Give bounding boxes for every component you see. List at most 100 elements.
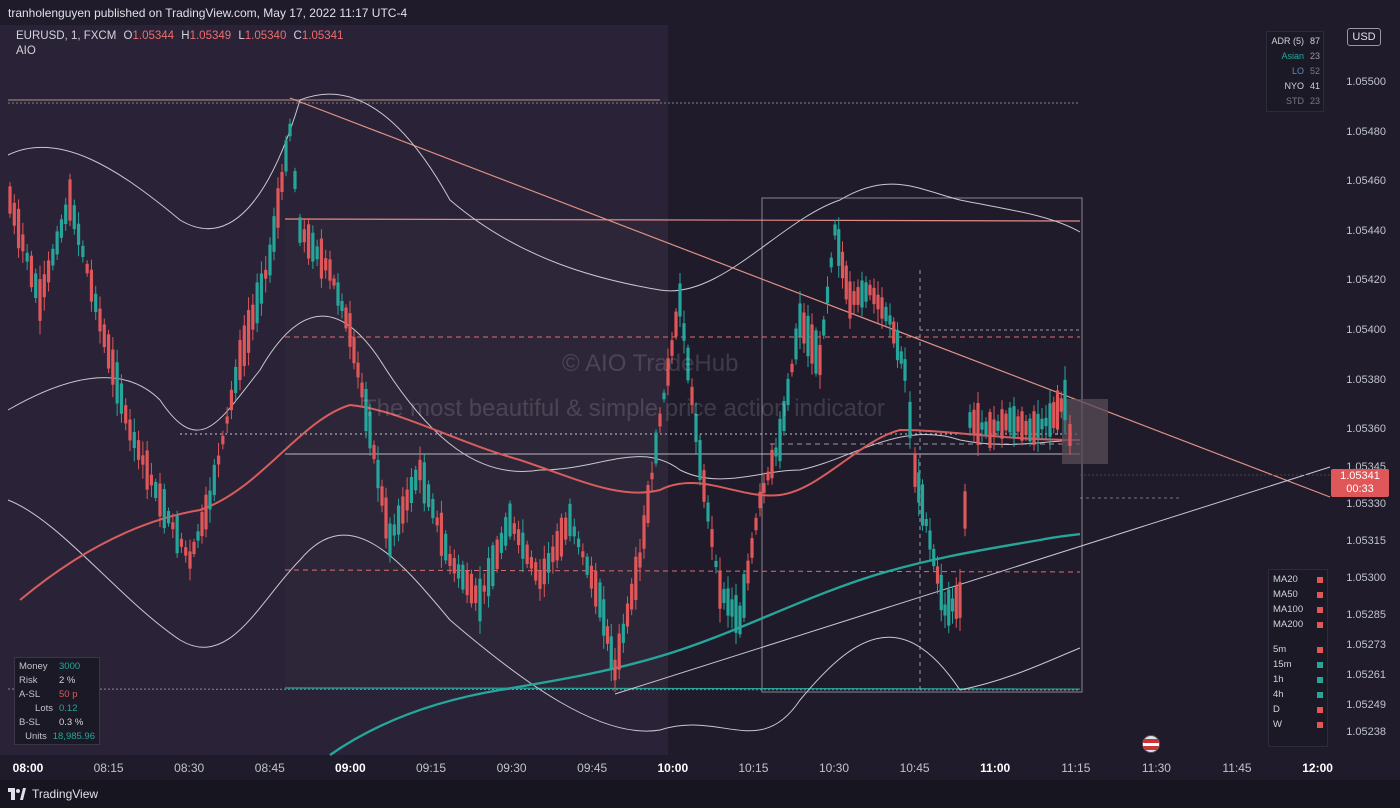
ma-label: MA100 (1273, 604, 1304, 615)
candle-body (837, 229, 841, 266)
price-axis-label: 1.05315 (1346, 534, 1386, 547)
candle-body (319, 238, 324, 279)
candle-body (175, 515, 179, 554)
money-value: 18,985.96 (52, 731, 95, 742)
candle-body (1020, 411, 1024, 441)
candle-body (504, 517, 508, 546)
ma-swatch (1317, 592, 1323, 598)
candle-body (376, 459, 380, 489)
candle-body (111, 349, 115, 385)
candle-body (276, 188, 280, 228)
candle-body (499, 532, 504, 553)
money-value: 0.12 (59, 703, 78, 714)
candle-body (242, 325, 246, 366)
candle-body (132, 431, 136, 449)
candle-body (512, 523, 516, 534)
candle-body (348, 313, 352, 347)
candle-body (980, 422, 984, 430)
candle-body (818, 344, 822, 376)
candle-body (594, 570, 598, 607)
candle-body (158, 483, 162, 517)
candle-body (251, 304, 255, 330)
candle-body (876, 294, 880, 310)
time-axis-label: 09:00 (335, 761, 366, 775)
candle-body (392, 524, 396, 536)
candle-body (872, 287, 876, 305)
money-value: 0.3 % (59, 717, 84, 728)
candle-body (380, 486, 384, 506)
indicator-legend[interactable]: AIO (16, 45, 36, 57)
candle-body (491, 545, 495, 587)
candle-body (196, 531, 200, 541)
candle-body (25, 252, 29, 262)
candle-body (306, 224, 311, 259)
candle-body (958, 582, 962, 618)
money-row: Money 3000 (19, 660, 95, 674)
time-axis-label: 09:15 (415, 761, 447, 775)
adr-row: NYO 41 (1270, 79, 1320, 94)
candle-body (754, 517, 758, 531)
time-axis-label: 11:15 (1061, 761, 1091, 775)
candle-body (852, 291, 856, 305)
candle-body (302, 229, 306, 243)
money-label: Units (25, 731, 47, 742)
candle-body (184, 547, 188, 556)
money-row: Risk 2 % (19, 674, 95, 688)
candle-body (234, 366, 238, 394)
candle-body (856, 287, 860, 305)
candle-body (1055, 390, 1060, 430)
candle-body (284, 140, 288, 172)
candle-body (259, 273, 264, 304)
bottom-bar (0, 780, 1400, 808)
money-row: B-SL 0.3 % (19, 716, 95, 730)
tradingview-logo[interactable]: TradingView (8, 787, 98, 801)
candle-body (102, 324, 106, 348)
adr-value: 87 (1309, 36, 1320, 46)
tradingview-logo-icon (8, 788, 26, 800)
candle-body (64, 204, 68, 224)
candle-body (16, 208, 21, 249)
currency-button[interactable]: USD (1347, 28, 1381, 46)
candle-body (328, 259, 332, 281)
candle-body (666, 358, 670, 386)
tf-row: 4h (1273, 687, 1323, 702)
candle-body (546, 553, 551, 573)
candle-body (895, 329, 900, 361)
candle-body (141, 455, 145, 465)
open-value: 1.05344 (132, 30, 175, 42)
us-flag-icon[interactable] (1142, 735, 1160, 753)
candle-body (568, 503, 572, 537)
candle-body (774, 447, 778, 457)
candle-body (702, 470, 706, 502)
candle-body (38, 279, 42, 321)
candle-body (364, 388, 368, 432)
symbol-legend[interactable]: EURUSD, 1, FXCM O1.05344 H1.05349 L1.053… (16, 30, 343, 42)
candle-body (12, 202, 16, 226)
candle-body (638, 552, 642, 568)
tf-swatch (1317, 722, 1323, 728)
candle-body (786, 378, 790, 406)
price-axis-label: 1.05285 (1346, 609, 1386, 622)
candle-body (617, 633, 621, 670)
price-axis-label: 1.05420 (1346, 274, 1386, 287)
price-axis-label: 1.05380 (1346, 373, 1386, 386)
candle-body (1063, 379, 1067, 421)
candle-body (474, 585, 478, 604)
candle-body (356, 362, 360, 378)
candle-body (908, 401, 912, 439)
time-axis-label: 08:15 (93, 761, 124, 775)
candle-body (559, 517, 564, 557)
ma-swatch (1317, 622, 1323, 628)
time-axis-label: 09:30 (496, 761, 527, 775)
flag-stripe (1143, 739, 1159, 743)
candle-body (694, 413, 698, 443)
time-axis-label: 10:45 (899, 761, 930, 775)
candle-body (884, 306, 888, 322)
time-axis-label: 11:00 (980, 761, 1011, 775)
tf-label: 5m (1273, 644, 1287, 655)
candle-body (1048, 403, 1052, 437)
time-axis-label: 10:00 (657, 761, 689, 775)
adr-label: LO (1291, 66, 1304, 76)
money-label: Lots (35, 703, 53, 714)
